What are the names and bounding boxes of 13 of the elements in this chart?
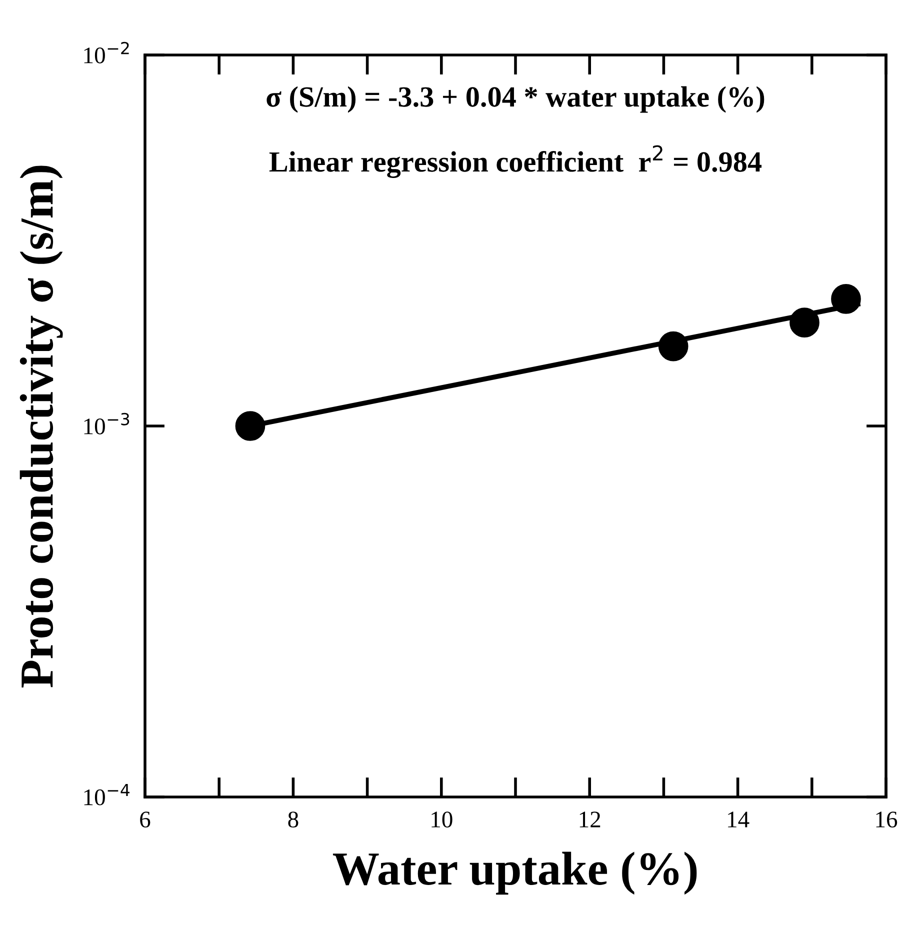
x-tick-label: 14 — [728, 812, 750, 828]
x-tick-label: 16 — [876, 812, 898, 828]
y-tick-label: 10$^{−4}$ — [84, 784, 130, 806]
x-tick-label: 8 — [288, 812, 298, 828]
x-axis-title: Water uptake (%) — [332, 852, 697, 895]
x-tick-label: 12 — [580, 812, 600, 828]
annotation: σ (S/m) = -3.3 + 0.04 * water uptake (%) — [266, 86, 764, 113]
x-tick-label: 6 — [140, 812, 150, 828]
y-tick-label: 10$^{−2}$ — [84, 42, 129, 64]
x-tick-label: 10 — [432, 812, 452, 828]
y-axis-title: Proto conductivity σ (s/m) — [20, 166, 63, 688]
y-tick-label: 10$^{−3}$ — [84, 412, 130, 434]
annotation: Linear regression coefficient r$^{2}$ = 0.984 — [269, 145, 762, 178]
